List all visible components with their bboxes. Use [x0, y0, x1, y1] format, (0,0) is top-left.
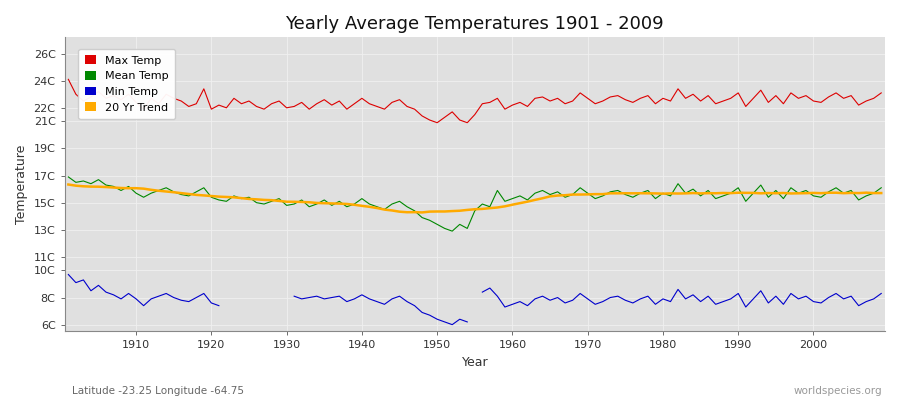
Text: Latitude -23.25 Longitude -64.75: Latitude -23.25 Longitude -64.75 [72, 386, 244, 396]
Title: Yearly Average Temperatures 1901 - 2009: Yearly Average Temperatures 1901 - 2009 [285, 15, 664, 33]
Legend: Max Temp, Mean Temp, Min Temp, 20 Yr Trend: Max Temp, Mean Temp, Min Temp, 20 Yr Tre… [78, 49, 176, 119]
Y-axis label: Temperature: Temperature [15, 145, 28, 224]
Text: worldspecies.org: worldspecies.org [794, 386, 882, 396]
X-axis label: Year: Year [462, 356, 488, 369]
